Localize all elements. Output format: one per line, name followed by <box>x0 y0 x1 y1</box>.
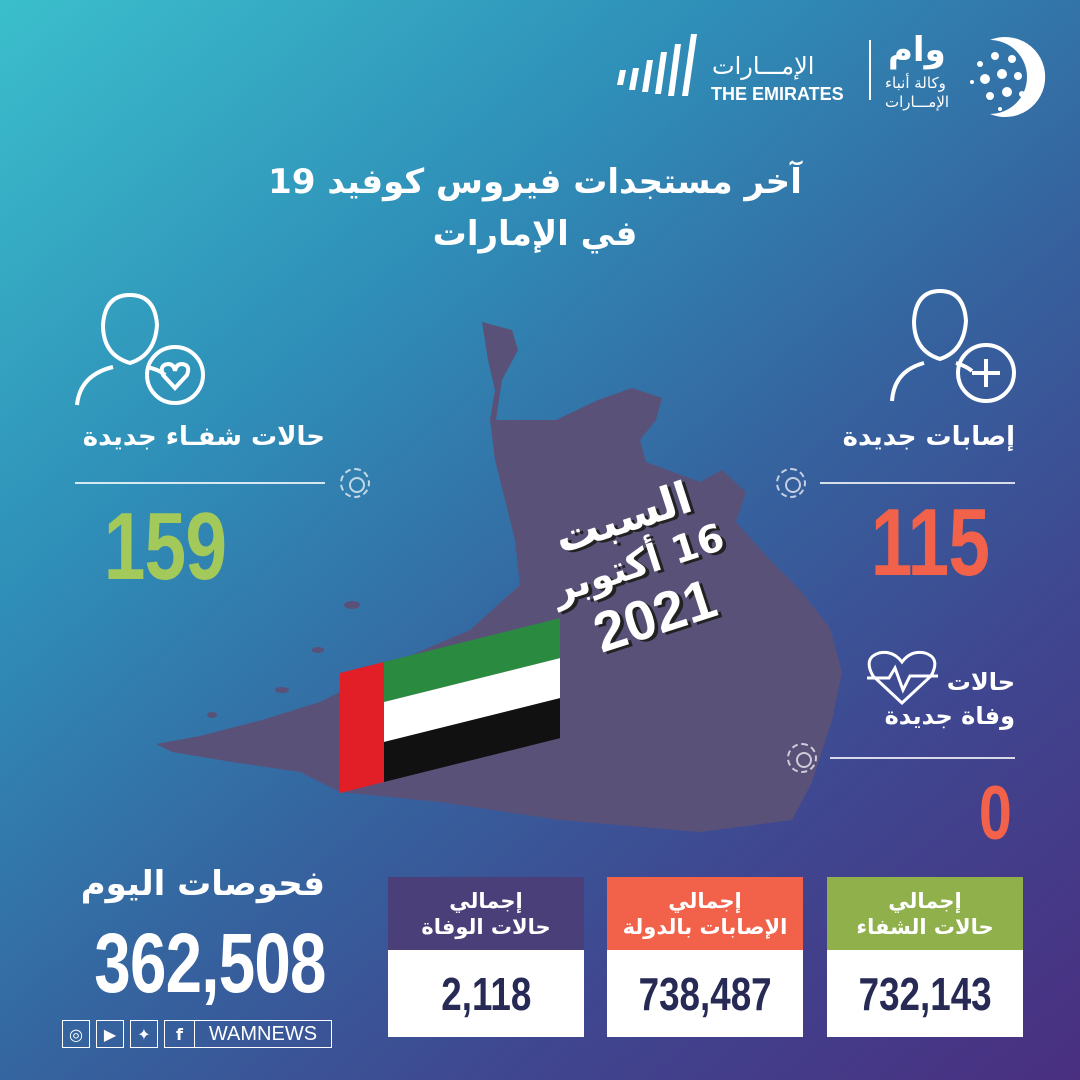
tests-value: 362,508 <box>94 916 326 1010</box>
total-cases-value: 738,487 <box>638 967 772 1020</box>
wam-logo-sub1: وكالة أنباء <box>885 74 946 92</box>
total-deaths-line2: حالات الوفاة <box>421 914 551 939</box>
wam-logo-sub2: الإمـــارات <box>885 93 950 111</box>
total-deaths-card: إجمالي حالات الوفاة 2,118 <box>388 877 584 1037</box>
youtube-icon[interactable]: ▶ <box>96 1020 124 1048</box>
new-cases-value: 115 <box>870 489 990 596</box>
total-cases-line1: إجمالي <box>668 888 742 913</box>
wam-logo: وام <box>888 30 946 70</box>
total-cases-card: إجمالي الإصابات بالدولة 738,487 <box>607 877 803 1037</box>
wam-globe-icon <box>970 37 1046 117</box>
twitter-icon[interactable]: ✦ <box>130 1020 158 1048</box>
total-recoveries-line2: حالات الشفاء <box>856 914 994 939</box>
heart-pulse-icon <box>867 650 938 706</box>
tests-label: فحوصات اليوم <box>80 864 325 904</box>
deaths-label-line2: وفاة جديدة <box>884 702 1015 730</box>
instagram-icon[interactable]: ◎ <box>62 1020 90 1048</box>
uae-flag <box>340 618 560 793</box>
title-line2: في الإمارات <box>432 214 638 254</box>
emirates-logo-en: THE EMIRATES <box>711 84 844 104</box>
target-icon <box>776 468 806 498</box>
total-recoveries-line1: إجمالي <box>888 888 962 913</box>
new-cases-divider <box>820 482 1015 484</box>
recoveries-label: حالات شفـاء جديدة <box>82 422 325 452</box>
facebook-icon[interactable]: f <box>164 1020 194 1048</box>
deaths-divider <box>830 757 1015 759</box>
total-deaths-line1: إجمالي <box>449 888 523 913</box>
person-heart-icon <box>75 292 205 406</box>
deaths-label-line1: حالات <box>946 668 1015 696</box>
recoveries-value: 159 <box>103 493 227 600</box>
total-recoveries-value: 732,143 <box>858 967 992 1020</box>
emirates-logo-mark <box>617 34 697 96</box>
total-deaths-value: 2,118 <box>440 967 532 1020</box>
deaths-value: 0 <box>978 771 1012 856</box>
target-icon <box>787 743 817 773</box>
total-recoveries-card: إجمالي حالات الشفاء 732,143 <box>827 877 1023 1037</box>
new-cases-label: إصابات جديدة <box>842 422 1015 452</box>
title-line1: آخر مستجدات فيروس كوفيد 19 <box>268 162 802 202</box>
target-icon <box>340 468 370 498</box>
emirates-logo-ar: الإمـــارات <box>712 52 815 80</box>
social-handle[interactable]: WAMNEWS <box>194 1020 332 1048</box>
person-plus-icon <box>890 288 1016 403</box>
recoveries-divider <box>75 482 325 484</box>
total-cases-line2: الإصابات بالدولة <box>622 914 788 939</box>
logo-divider <box>869 40 871 100</box>
